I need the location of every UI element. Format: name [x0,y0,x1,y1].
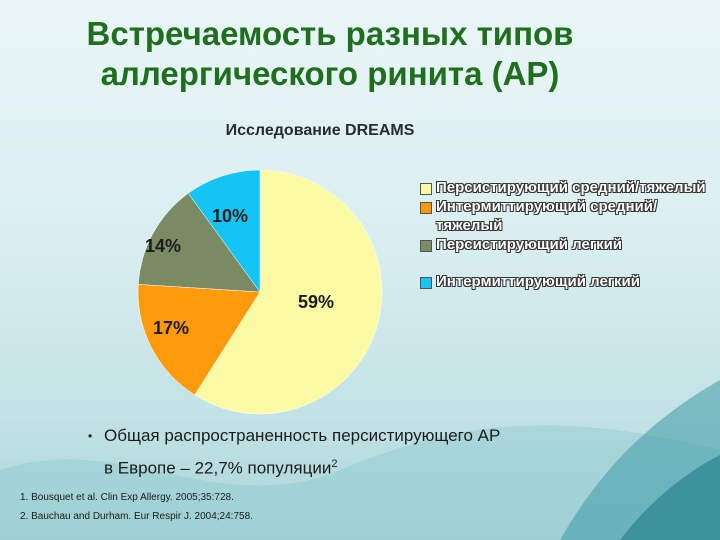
legend-item-persistent-moderate: Персистирующий средний/тяжелый [420,178,710,197]
legend-item-intermittent-moderate: Интермиттирующий средний/тяжелый [420,197,710,235]
chart-title: Исследование DREAMS [225,122,415,139]
legend-swatch [420,202,432,214]
legend-swatch [420,240,432,252]
legend-swatch [420,277,432,289]
legend-label: Интермиттирующий средний/тяжелый [436,198,658,234]
note-superscript: 2 [331,458,338,470]
reference-2: 2. Bauchau and Durham. Eur Respir J. 200… [20,511,253,522]
slice-intermittent-mild [187,169,261,293]
legend-label: Интермиттирующий легкий [436,273,640,290]
references: 1. Bousquet et al. Clin Exp Allergy. 200… [20,488,520,526]
note-line2: в Европе – 22,7% популяции2 [88,450,648,483]
slice-label-intermittent-moderate: 17% [153,318,190,338]
slide-title-line2: аллергического ринита (АР) [100,55,560,92]
legend-label: Персистирующий легкий [436,236,623,253]
note-line2-text: в Европе – 22,7% популяции [104,458,332,478]
slice-intermittent-moderate [137,284,261,396]
note-line1: Общая распространенность персистирующего… [104,426,501,445]
legend-label: Персистирующий средний/тяжелый [436,179,706,196]
bullet-dot-icon: • [88,429,93,443]
chart-legend: Персистирующий средний/тяжелый Интермитт… [420,178,710,291]
legend-item-intermittent-mild: Интермиттирующий легкий [420,272,710,291]
legend-item-persistent-mild: Персистирующий легкий [420,235,710,254]
slice-label-intermittent-mild: 10% [212,206,249,226]
slide-title: Встречаемость разных типов аллергическог… [30,14,630,94]
slice-persistent-moderate [194,169,383,415]
slice-label-persistent-mild: 14% [145,236,182,256]
legend-swatch [420,183,432,195]
bullet-note: • Общая распространенность персистирующе… [88,422,648,483]
slide-title-line1: Встречаемость разных типов [86,15,574,52]
reference-1: 1. Bousquet et al. Clin Exp Allergy. 200… [20,492,234,503]
slice-persistent-mild [137,192,261,293]
slice-label-persistent-moderate: 59% [298,292,335,312]
